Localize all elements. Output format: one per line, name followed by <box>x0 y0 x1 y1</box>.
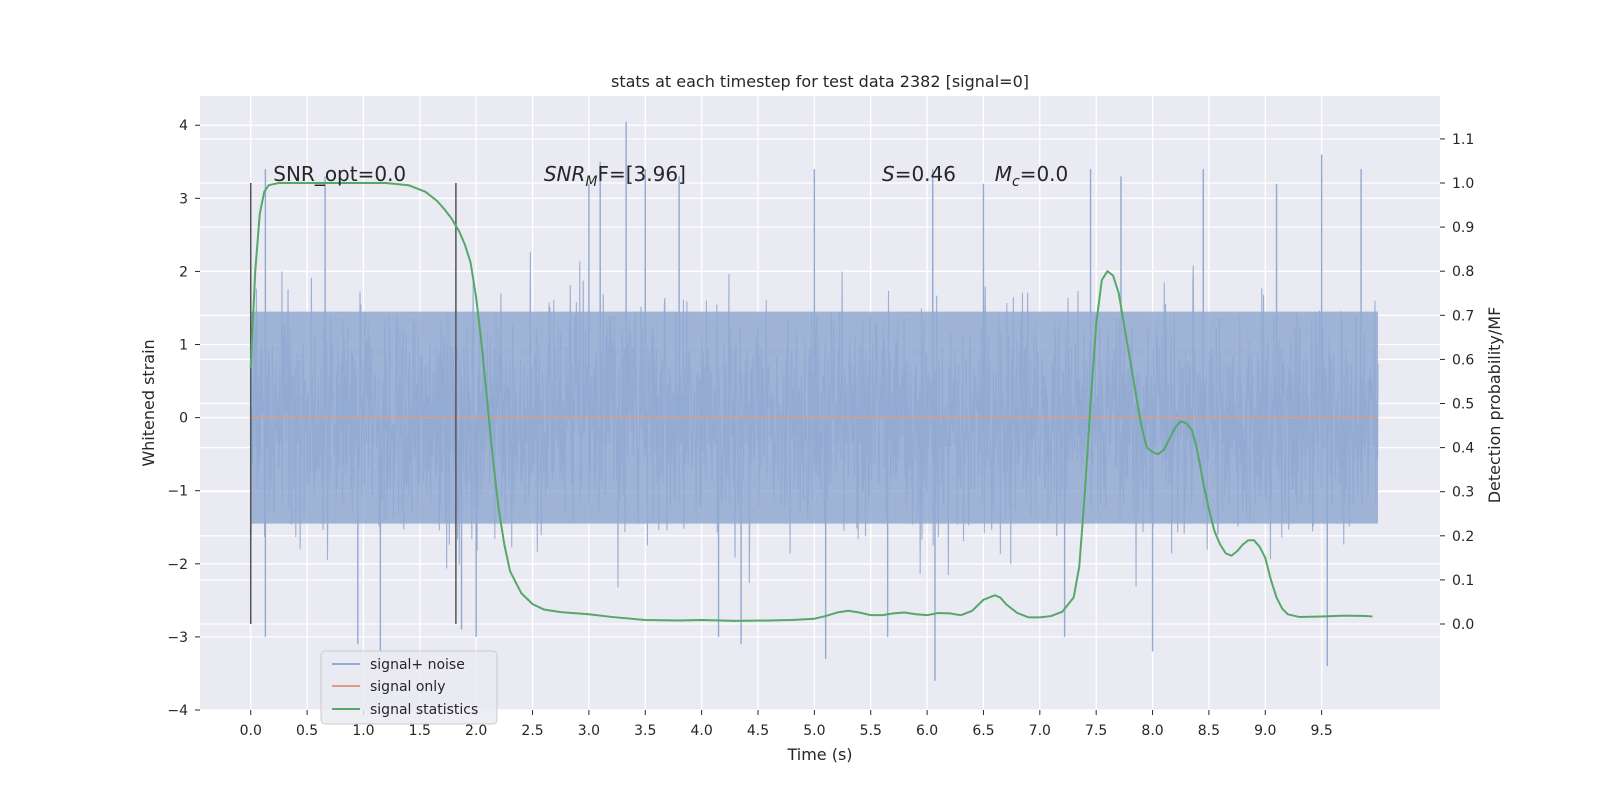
y2-tick-label: 0.8 <box>1452 264 1474 280</box>
annotation: SNRMF=[3.96] <box>544 162 686 190</box>
y-tick-label: −3 <box>167 630 188 646</box>
y2-tick-label: 0.3 <box>1452 485 1474 501</box>
legend: signal+ noise signal only signal statist… <box>320 650 498 725</box>
x-tick-label: 8.0 <box>1141 723 1163 739</box>
y-tick-label: 2 <box>179 264 188 280</box>
y2-tick-label: 1.1 <box>1452 132 1474 148</box>
y-axis-ticks: −4 −3 −2 −1 0 1 2 3 4 <box>167 118 200 719</box>
x-tick-label: 5.5 <box>860 723 882 739</box>
x-tick-label: 7.0 <box>1029 723 1051 739</box>
annotation: S=0.46 <box>882 162 956 186</box>
x-axis-ticks: 0.0 0.5 1.0 1.5 2.0 2.5 3.0 3.5 4.0 4.5 5.0 5.5 6.0 6… <box>240 710 1333 739</box>
marker-vlines <box>249 183 457 624</box>
y2-axis-ticks: 0.0 0.1 0.2 0.3 0.4 0.5 0.6 0.7 0.8 0.9 1.0 1.1 <box>1440 132 1474 633</box>
y2-tick-label: 0.9 <box>1452 220 1474 236</box>
x-tick-label: 6.0 <box>916 723 938 739</box>
series-signal-statistics <box>249 182 1373 622</box>
x-tick-label: 8.5 <box>1198 723 1220 739</box>
y2-axis-label: Detection probability/MF <box>1485 307 1504 504</box>
x-tick-label: 5.0 <box>803 723 825 739</box>
x-tick-label: 6.5 <box>972 723 994 739</box>
legend-label-signal-statistics: signal statistics <box>370 702 478 718</box>
legend-box <box>320 650 498 725</box>
legend-label-signal-only: signal only <box>370 679 445 695</box>
x-tick-label: 4.0 <box>691 723 713 739</box>
x-tick-label: 7.5 <box>1085 723 1107 739</box>
legend-label-signal-noise: signal+ noise <box>370 657 465 673</box>
y2-tick-label: 0.0 <box>1452 617 1474 633</box>
y-tick-label: −2 <box>167 557 188 573</box>
x-tick-label: 9.5 <box>1311 723 1333 739</box>
y2-tick-label: 0.1 <box>1452 573 1474 589</box>
x-tick-label: 2.5 <box>521 723 543 739</box>
y-tick-label: 3 <box>179 191 188 207</box>
y-tick-label: −1 <box>167 484 188 500</box>
y2-tick-label: 0.6 <box>1452 352 1474 368</box>
y-tick-label: 1 <box>179 338 188 354</box>
x-tick-label: 1.0 <box>352 723 374 739</box>
annotation: Mc=0.0 <box>995 162 1069 190</box>
x-tick-label: 4.5 <box>747 723 769 739</box>
x-tick-label: 0.0 <box>240 723 262 739</box>
y2-tick-label: 0.4 <box>1452 441 1474 457</box>
y2-tick-label: 0.7 <box>1452 308 1474 324</box>
y2-tick-label: 0.5 <box>1452 397 1474 413</box>
y-tick-label: −4 <box>167 703 188 719</box>
chart-title: stats at each timestep for test data 238… <box>611 72 1029 91</box>
x-tick-label: 1.5 <box>409 723 431 739</box>
y-tick-label: 0 <box>179 411 188 427</box>
y-axis-label: Whitened strain <box>139 339 158 466</box>
x-tick-label: 3.5 <box>634 723 656 739</box>
x-tick-label: 3.0 <box>578 723 600 739</box>
annotation: SNR_opt=0.0 <box>273 162 406 186</box>
x-axis-label: Time (s) <box>786 745 852 764</box>
annotations: SNR_opt=0.0 SNRMF=[3.96] S=0.46 Mc=0.0 <box>273 162 1068 190</box>
y-tick-label: 4 <box>179 118 188 134</box>
x-tick-label: 0.5 <box>296 723 318 739</box>
x-tick-label: 2.0 <box>465 723 487 739</box>
x-tick-label: 9.0 <box>1254 723 1276 739</box>
y2-tick-label: 0.2 <box>1452 529 1474 545</box>
y2-tick-label: 1.0 <box>1452 176 1474 192</box>
statistics-line <box>249 182 1373 622</box>
